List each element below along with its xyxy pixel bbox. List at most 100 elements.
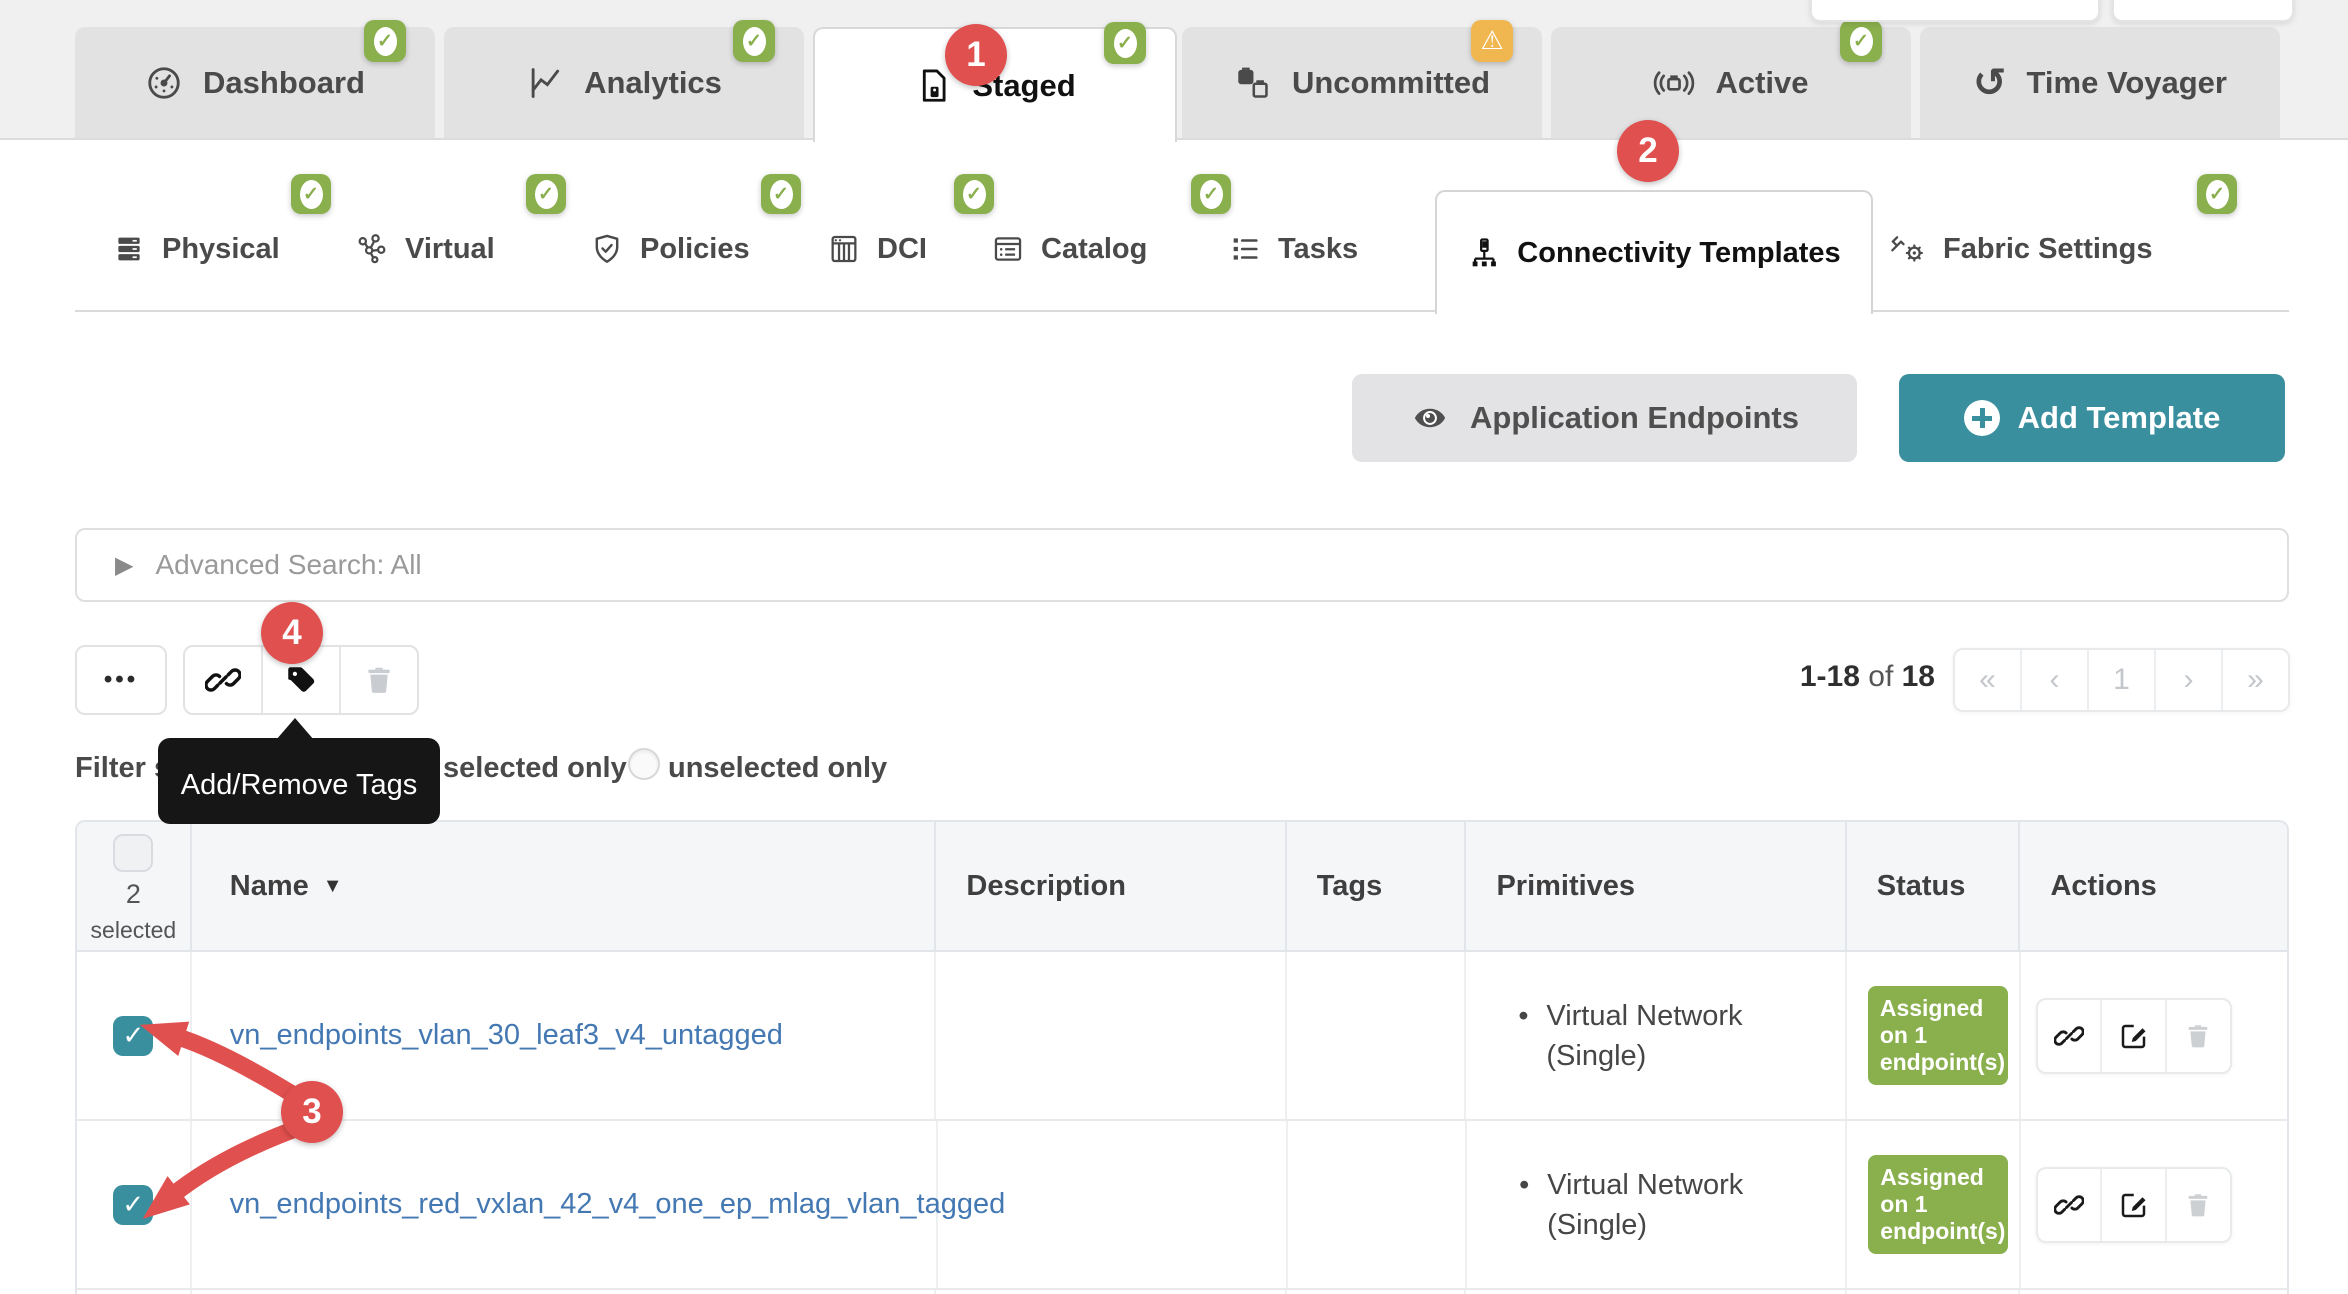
- network-nodes-icon: [355, 232, 389, 266]
- check-icon: ✓: [1113, 28, 1137, 58]
- tab-dci[interactable]: DCI ✓: [827, 174, 994, 310]
- status-cell: Assigned on 1 endpoint(s): [1847, 952, 2021, 1119]
- check-icon: ✓: [2205, 179, 2229, 209]
- tab-time-voyager[interactable]: ↺ Time Voyager: [1920, 27, 2280, 138]
- tab-tasks[interactable]: Tasks: [1228, 174, 1430, 310]
- template-name-link[interactable]: vn_endpoints_red_vxlan_42_v4_one_ep_mlag…: [229, 1188, 1006, 1220]
- prev-page-button[interactable]: ‹: [2022, 650, 2089, 710]
- edit-button[interactable]: [2102, 1168, 2168, 1241]
- delete-button[interactable]: [341, 647, 417, 713]
- plus-circle-icon: [1963, 400, 2000, 436]
- tag-icon: [284, 663, 318, 697]
- column-header-status[interactable]: Status: [1847, 822, 2021, 950]
- description-cell: [936, 1290, 1287, 1294]
- row-checkbox-cell: [77, 1290, 192, 1294]
- tab-virtual[interactable]: Virtual ✓: [355, 174, 566, 310]
- next-page-button[interactable]: ›: [2156, 650, 2223, 710]
- tooltip-text: Add/Remove Tags: [180, 768, 418, 801]
- delete-button[interactable]: [2167, 1169, 2230, 1241]
- current-page-button[interactable]: 1: [2089, 650, 2156, 710]
- top-right-button-partial[interactable]: [1810, 0, 2100, 22]
- description-cell: [936, 952, 1287, 1119]
- edit-icon: [2119, 1021, 2149, 1051]
- primitive-item: Virtual Network (Single): [1519, 1165, 1809, 1245]
- unselected-only-radio[interactable]: [628, 748, 660, 780]
- check-icon: ✓: [962, 179, 986, 209]
- assign-link-button[interactable]: [2038, 1168, 2103, 1241]
- name-cell: vn_endpoints_vlan_30_leaf3_v4_untagged: [192, 952, 937, 1119]
- status-cell: Assigned on 1 endpoint(s): [1847, 1121, 2021, 1288]
- pagination-summary: 1-18 of 18: [1690, 660, 1935, 694]
- table-header: 2 selected Name ▼ Description Tags Primi…: [77, 822, 2287, 952]
- template-name-link[interactable]: vn_endpoints_vlan_30_leaf3_v4_untagged: [229, 1019, 783, 1051]
- add-template-button[interactable]: Add Template: [1899, 374, 2285, 462]
- check-badge: ✓: [526, 174, 566, 214]
- tab-analytics[interactable]: Analytics ✓: [444, 20, 804, 138]
- tab-physical[interactable]: Physical ✓: [112, 174, 331, 310]
- packages-icon: [1234, 64, 1272, 102]
- tab-label: Time Voyager: [2026, 64, 2227, 100]
- bulk-actions-toolbar: [183, 645, 419, 715]
- advanced-search-panel[interactable]: ▶ Advanced Search: All: [75, 528, 2289, 602]
- tab-active[interactable]: Active ✓: [1551, 20, 1911, 138]
- tab-label: Policies: [640, 232, 750, 265]
- task-list-icon: [1228, 232, 1262, 266]
- prev-page-icon: ‹: [2049, 663, 2060, 696]
- first-page-button[interactable]: «: [1955, 650, 2022, 710]
- tab-catalog[interactable]: Catalog ✓: [991, 174, 1231, 310]
- last-page-button[interactable]: »: [2223, 650, 2288, 710]
- row-checkbox-checked[interactable]: ✓: [113, 1184, 154, 1225]
- tab-label: Virtual: [405, 232, 495, 265]
- tab-fabric-settings[interactable]: Fabric Settings ✓: [1887, 174, 2237, 310]
- column-header-description[interactable]: Description: [936, 822, 1287, 950]
- top-right-button-partial[interactable]: [2112, 0, 2294, 22]
- row-checkbox-checked[interactable]: ✓: [113, 1015, 154, 1056]
- application-endpoints-button[interactable]: Application Endpoints: [1352, 374, 1857, 462]
- tab-uncommitted[interactable]: Uncommitted ⚠: [1182, 20, 1542, 138]
- row-checkbox-cell: ✓: [77, 952, 192, 1119]
- next-page-icon: ›: [2183, 663, 2194, 696]
- check-badge: ✓: [733, 20, 775, 62]
- tab-connectivity-templates[interactable]: Connectivity Templates: [1435, 190, 1873, 314]
- selected-count: 2: [125, 879, 141, 909]
- button-label: Application Endpoints: [1470, 400, 1799, 435]
- tab-policies[interactable]: Policies ✓: [590, 174, 801, 310]
- edit-button[interactable]: [2102, 999, 2167, 1072]
- step-3-annotation: 3: [281, 1081, 343, 1143]
- actions-cell: [2021, 1121, 2287, 1288]
- selected-word: selected: [90, 917, 177, 943]
- column-header-name[interactable]: Name ▼: [192, 822, 937, 950]
- caret-right-icon: ▶: [115, 551, 134, 579]
- tab-dashboard[interactable]: Dashboard ✓: [75, 20, 435, 138]
- pagination-controls: « ‹ 1 › »: [1953, 648, 2290, 712]
- check-icon: ✓: [373, 26, 397, 56]
- trash-icon: [2184, 1022, 2212, 1050]
- column-header-primitives[interactable]: Primitives: [1466, 822, 1847, 950]
- column-header-tags[interactable]: Tags: [1287, 822, 1467, 950]
- check-badge: ✓: [364, 20, 406, 62]
- trash-icon: [2184, 1191, 2212, 1219]
- link-icon: [205, 662, 241, 698]
- edit-icon: [2119, 1190, 2149, 1220]
- column-label: Status: [1876, 869, 1966, 902]
- column-label: Name: [229, 869, 309, 902]
- check-icon: ✓: [769, 179, 793, 209]
- selected-only-label[interactable]: selected only: [443, 752, 627, 784]
- select-all-checkbox[interactable]: [113, 834, 154, 872]
- check-icon: ✓: [534, 179, 558, 209]
- unselected-only-label[interactable]: unselected only: [668, 752, 888, 784]
- tab-label: Fabric Settings: [1943, 232, 2153, 265]
- pagination-of: of: [1868, 660, 1902, 693]
- table-row: ✓ vn_endpoints_red_vxlan_42_v4_one_ep_ml…: [77, 1121, 2287, 1290]
- assign-link-button[interactable]: [185, 647, 263, 713]
- delete-button[interactable]: [2167, 1000, 2230, 1072]
- more-actions-button[interactable]: •••: [75, 645, 167, 715]
- select-all-header: 2 selected: [77, 822, 192, 950]
- add-remove-tags-button[interactable]: [263, 647, 341, 713]
- shield-check-icon: [590, 232, 624, 266]
- warning-icon: ⚠: [1480, 26, 1504, 56]
- assign-link-button[interactable]: [2038, 999, 2103, 1072]
- tab-label: Catalog: [1041, 232, 1148, 265]
- actions-cell: [2021, 952, 2288, 1119]
